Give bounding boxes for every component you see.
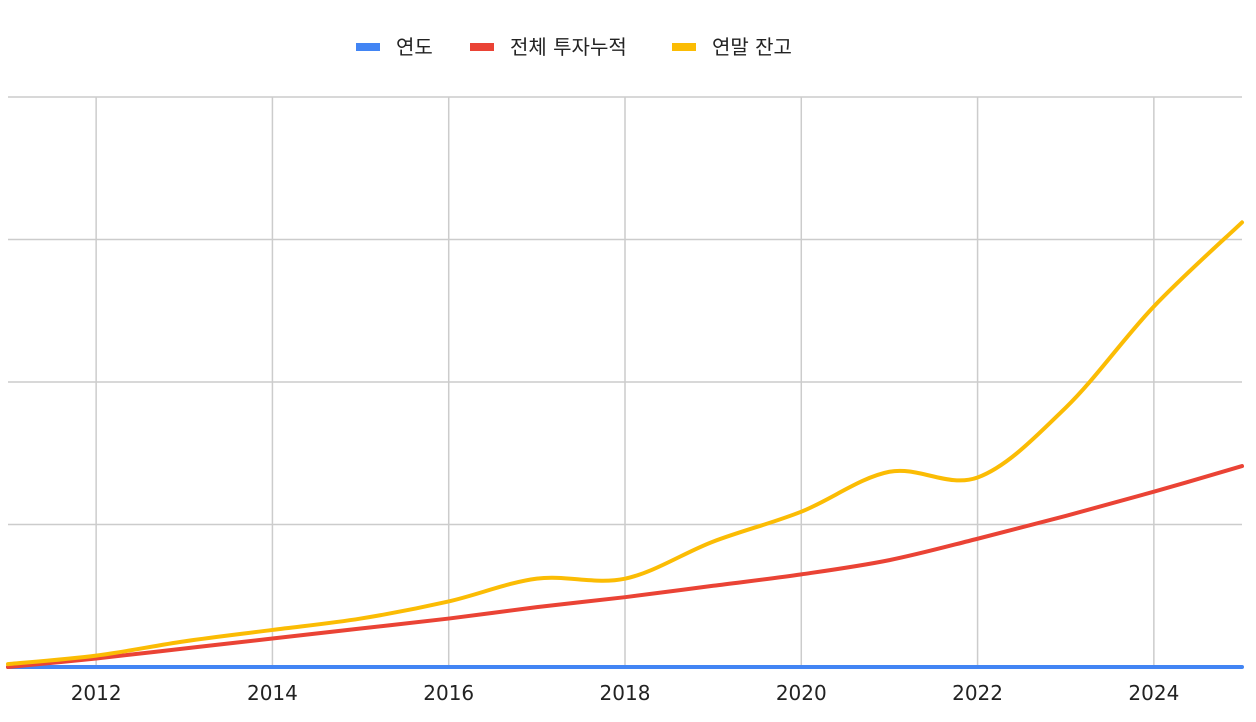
series-lines [6, 220, 1244, 670]
legend-swatch-0 [356, 43, 380, 51]
legend-label-2: 연말 잔고 [712, 35, 792, 59]
legend-swatch-1 [470, 43, 494, 51]
x-tick-label: 2020 [776, 681, 827, 705]
x-tick-label: 2012 [71, 681, 122, 705]
legend: 연도 전체 투자누적 연말 잔고 [356, 35, 792, 59]
legend-swatch-2 [672, 43, 696, 51]
x-tick-label: 2024 [1128, 681, 1179, 705]
series-line-2 [6, 220, 1244, 667]
x-axis-ticks: 2012 2014 2016 2018 2020 2022 2024 [71, 681, 1180, 705]
x-tick-label: 2018 [600, 681, 651, 705]
x-tick-label: 2022 [952, 681, 1003, 705]
grid [8, 96, 1242, 668]
legend-label-1: 전체 투자누적 [510, 35, 627, 59]
legend-label-0: 연도 [396, 35, 433, 59]
x-tick-label: 2014 [247, 681, 298, 705]
series-line-1 [6, 464, 1244, 669]
x-tick-label: 2016 [423, 681, 474, 705]
